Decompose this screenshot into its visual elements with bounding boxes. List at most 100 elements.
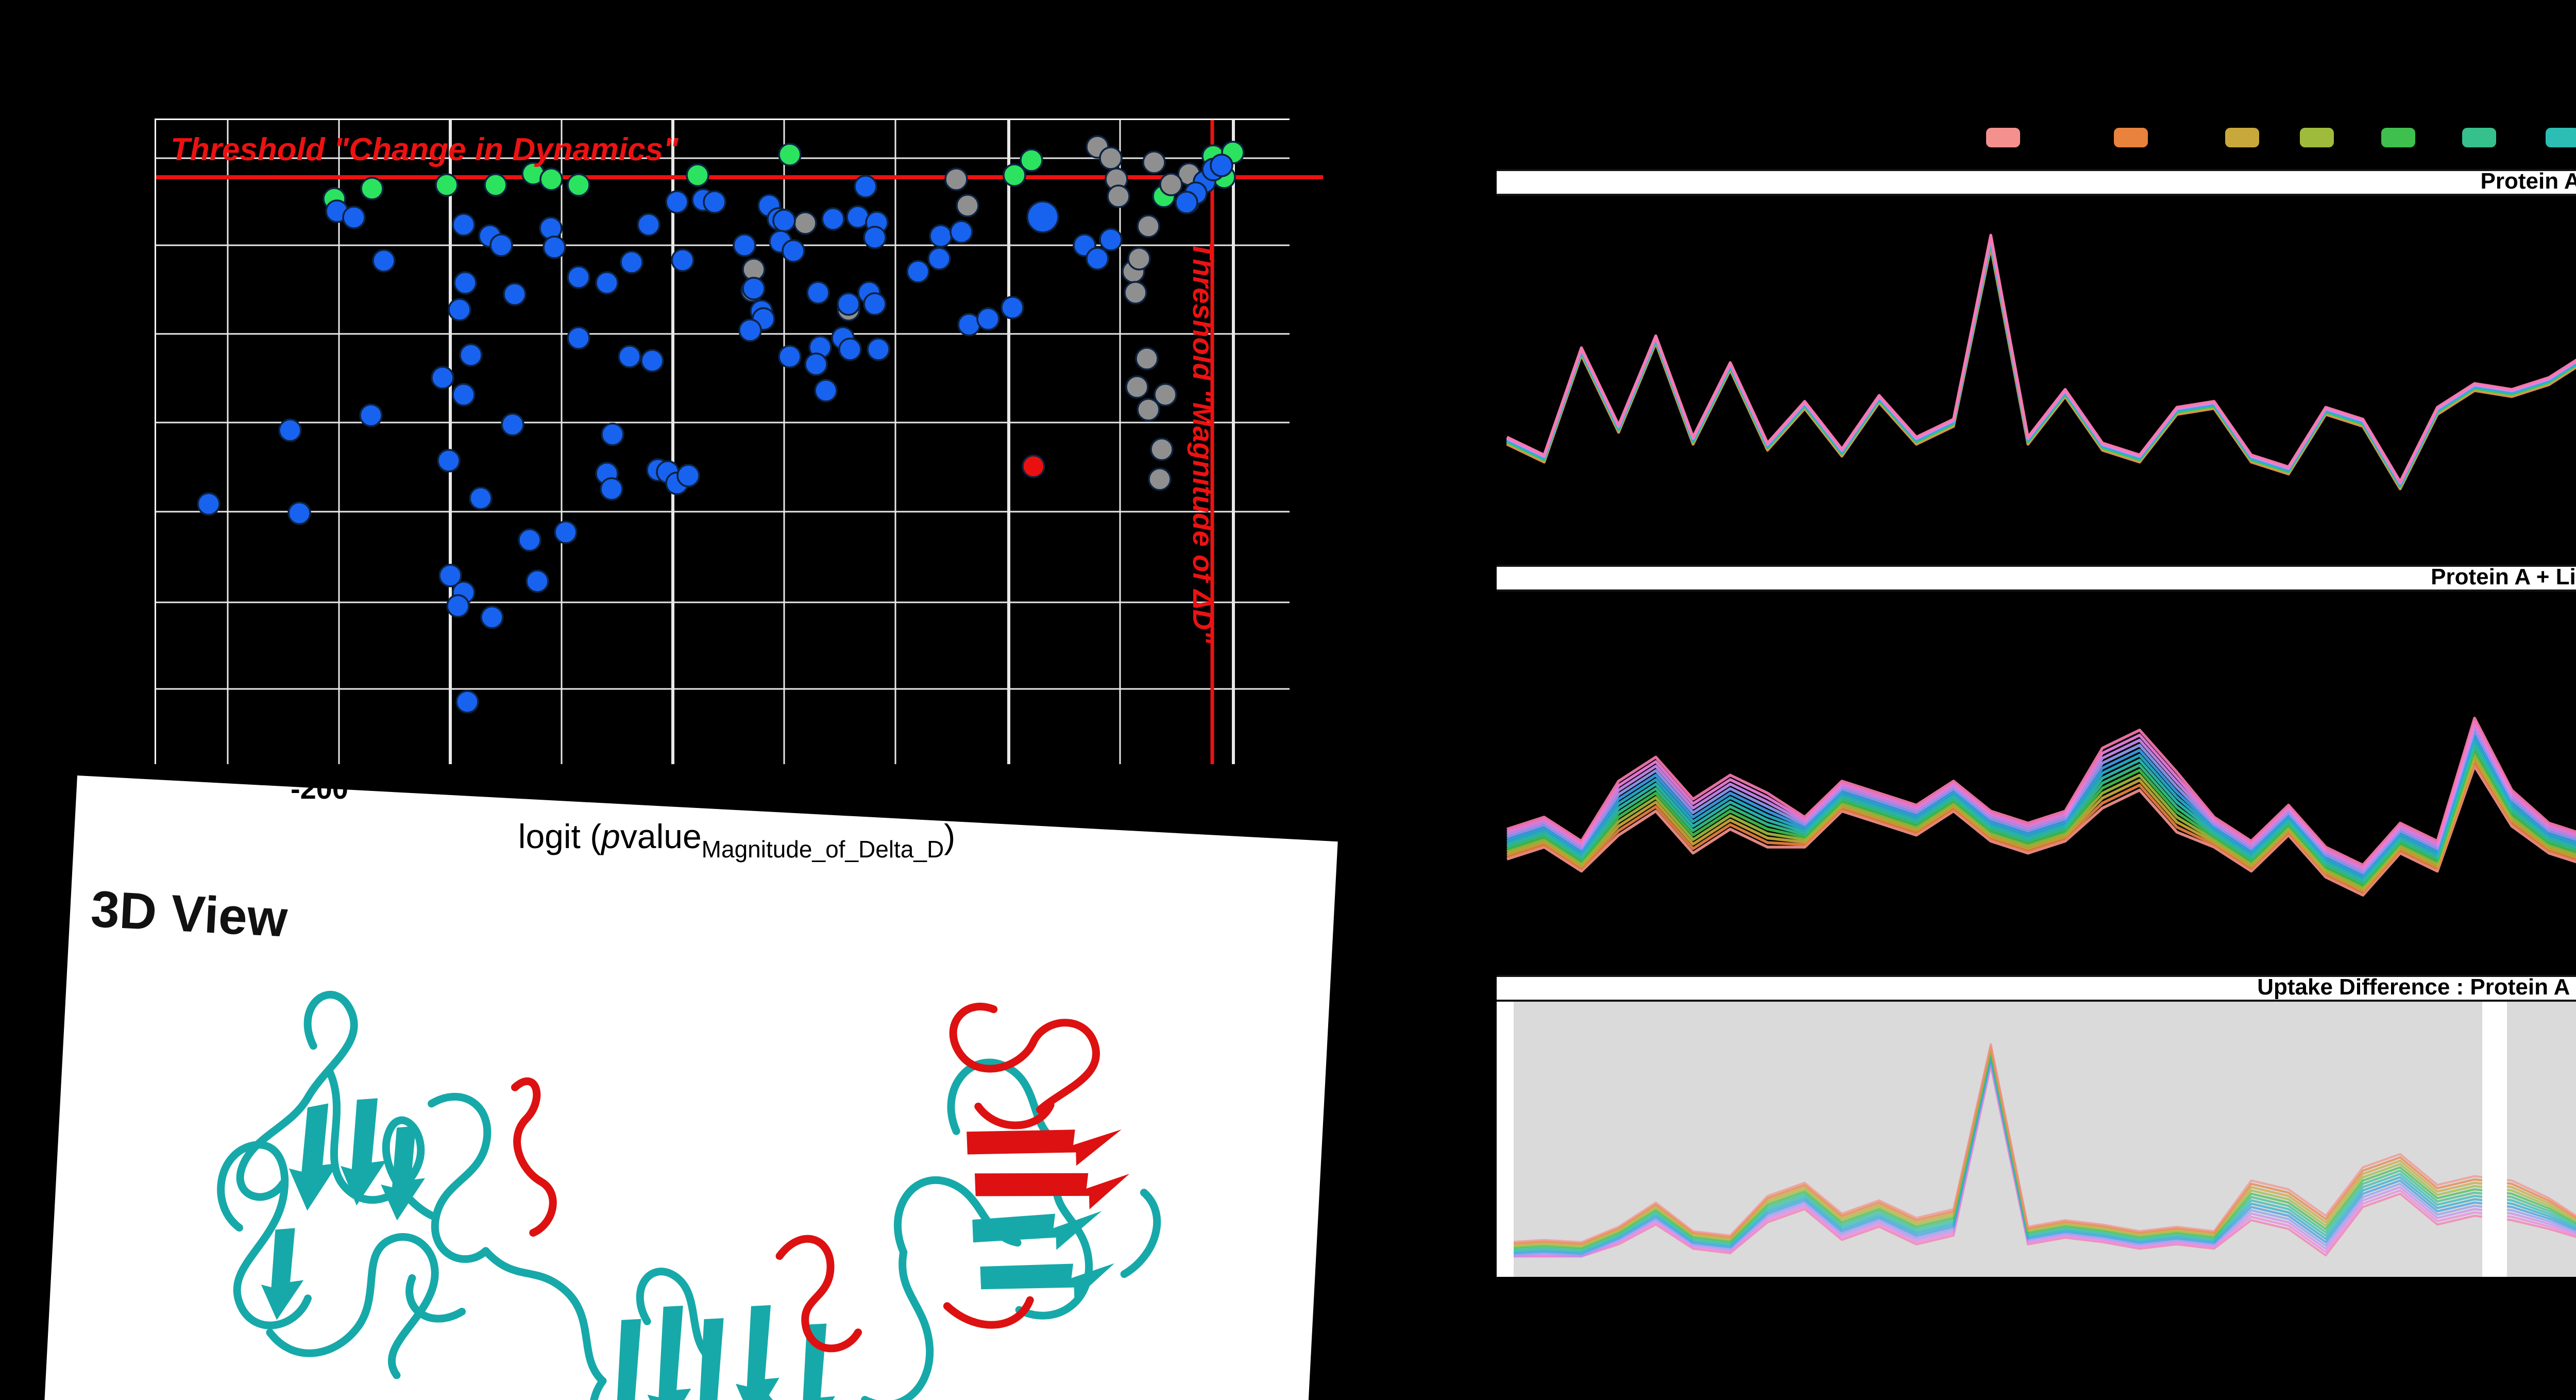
volcano-point[interactable] bbox=[976, 307, 1000, 331]
volcano-point[interactable] bbox=[676, 464, 700, 487]
volcano-point[interactable] bbox=[197, 492, 221, 516]
volcano-point[interactable] bbox=[738, 318, 762, 342]
volcano-point[interactable] bbox=[1135, 347, 1159, 370]
volcano-point[interactable] bbox=[501, 413, 524, 436]
volcano-point[interactable] bbox=[1003, 163, 1026, 187]
legend-swatch-timepoint-3[interactable] bbox=[2225, 128, 2259, 147]
volcano-point[interactable] bbox=[438, 564, 462, 587]
volcano-point[interactable] bbox=[1154, 383, 1177, 407]
volcano-point[interactable] bbox=[1086, 247, 1109, 271]
chart-plot-area-2[interactable] bbox=[1497, 592, 2576, 957]
volcano-point[interactable] bbox=[814, 379, 838, 402]
volcano-point[interactable] bbox=[733, 233, 756, 257]
volcano-point[interactable] bbox=[1137, 214, 1160, 238]
volcano-point[interactable] bbox=[1159, 173, 1183, 196]
volcano-point[interactable] bbox=[742, 277, 766, 300]
volcano-point[interactable] bbox=[1127, 247, 1151, 271]
volcano-point[interactable] bbox=[342, 206, 366, 229]
volcano-point[interactable] bbox=[567, 265, 590, 289]
volcano-point[interactable] bbox=[431, 366, 454, 390]
volcano-point[interactable] bbox=[543, 235, 566, 259]
volcano-point[interactable] bbox=[1150, 437, 1174, 461]
volcano-point[interactable] bbox=[526, 569, 549, 593]
volcano-point[interactable] bbox=[1107, 184, 1130, 208]
volcano-point[interactable] bbox=[360, 177, 384, 200]
volcano-point[interactable] bbox=[1142, 150, 1166, 174]
volcano-point[interactable] bbox=[539, 216, 563, 240]
volcano-point[interactable] bbox=[772, 209, 796, 232]
chart-plot-area-1[interactable] bbox=[1497, 196, 2576, 559]
volcano-point[interactable] bbox=[867, 338, 890, 361]
volcano-point[interactable] bbox=[469, 486, 493, 510]
volcano-point[interactable] bbox=[863, 292, 887, 316]
volcano-point[interactable] bbox=[518, 528, 541, 552]
volcano-point[interactable] bbox=[1026, 200, 1059, 233]
volcano-point[interactable] bbox=[1020, 148, 1043, 172]
volcano-point[interactable] bbox=[1099, 146, 1123, 170]
volcano-point[interactable] bbox=[906, 260, 930, 283]
volcano-point[interactable] bbox=[567, 326, 590, 350]
volcano-point[interactable] bbox=[446, 594, 470, 618]
volcano-point[interactable] bbox=[640, 349, 664, 373]
volcano-point[interactable] bbox=[359, 403, 383, 427]
volcano-point[interactable] bbox=[665, 190, 689, 214]
volcano-point[interactable] bbox=[782, 239, 805, 263]
volcano-point[interactable] bbox=[601, 423, 624, 446]
legend-swatch-timepoint-6[interactable] bbox=[2462, 128, 2496, 147]
volcano-point[interactable] bbox=[1210, 154, 1233, 177]
volcano-point[interactable] bbox=[863, 226, 887, 249]
volcano-point[interactable] bbox=[1148, 467, 1172, 491]
volcano-point[interactable] bbox=[778, 345, 802, 368]
volcano-point[interactable] bbox=[287, 501, 311, 525]
volcano-point[interactable] bbox=[1001, 296, 1024, 319]
volcano-point[interactable] bbox=[671, 248, 694, 272]
volcano-point[interactable] bbox=[539, 167, 563, 191]
volcano-point[interactable] bbox=[437, 449, 461, 473]
volcano-point[interactable] bbox=[452, 213, 476, 237]
volcano-point[interactable] bbox=[703, 190, 726, 214]
volcano-point[interactable] bbox=[372, 249, 396, 273]
volcano-point[interactable] bbox=[821, 207, 845, 231]
volcano-point[interactable] bbox=[435, 173, 459, 197]
protein-structure[interactable] bbox=[133, 935, 1243, 1400]
volcano-point[interactable] bbox=[793, 211, 817, 235]
volcano-point[interactable] bbox=[620, 250, 643, 274]
volcano-point[interactable] bbox=[453, 271, 477, 295]
volcano-point[interactable] bbox=[950, 220, 973, 244]
volcano-point[interactable] bbox=[618, 345, 641, 368]
volcano-point[interactable] bbox=[452, 383, 476, 407]
volcano-point[interactable] bbox=[1175, 191, 1198, 214]
volcano-point[interactable] bbox=[637, 213, 660, 237]
volcano-point[interactable] bbox=[1099, 228, 1123, 251]
volcano-plot[interactable]: Threshold "Change in Dynamics" Threshold… bbox=[155, 119, 1323, 764]
volcano-point[interactable] bbox=[778, 143, 802, 166]
volcano-point[interactable] bbox=[567, 173, 590, 197]
volcano-point[interactable] bbox=[1125, 375, 1149, 399]
volcano-point[interactable] bbox=[455, 690, 479, 714]
volcano-point[interactable] bbox=[554, 520, 578, 544]
volcano-point[interactable] bbox=[837, 292, 860, 316]
legend-swatch-timepoint-7[interactable] bbox=[2546, 128, 2576, 147]
volcano-point[interactable] bbox=[804, 352, 828, 376]
legend-swatch-timepoint-2[interactable] bbox=[2114, 128, 2148, 147]
volcano-point[interactable] bbox=[1137, 398, 1160, 421]
volcano-point[interactable] bbox=[484, 173, 507, 197]
volcano-point[interactable] bbox=[1022, 454, 1045, 478]
volcano-point[interactable] bbox=[929, 224, 953, 248]
volcano-point[interactable] bbox=[595, 271, 619, 295]
volcano-point[interactable] bbox=[448, 298, 471, 322]
legend-swatch-timepoint-4[interactable] bbox=[2300, 128, 2334, 147]
chart-plot-area-3[interactable] bbox=[1497, 1002, 2576, 1277]
volcano-point[interactable] bbox=[1124, 281, 1147, 305]
volcano-point[interactable] bbox=[686, 163, 709, 187]
volcano-point[interactable] bbox=[489, 233, 513, 257]
volcano-point[interactable] bbox=[480, 605, 504, 629]
volcano-point[interactable] bbox=[600, 477, 623, 501]
volcano-point[interactable] bbox=[838, 338, 862, 361]
volcano-point[interactable] bbox=[459, 343, 483, 367]
volcano-point[interactable] bbox=[806, 281, 830, 305]
legend-swatch-timepoint-1[interactable] bbox=[1986, 128, 2020, 147]
volcano-point[interactable] bbox=[944, 167, 968, 191]
legend-swatch-timepoint-5[interactable] bbox=[2381, 128, 2415, 147]
volcano-point[interactable] bbox=[854, 175, 877, 198]
